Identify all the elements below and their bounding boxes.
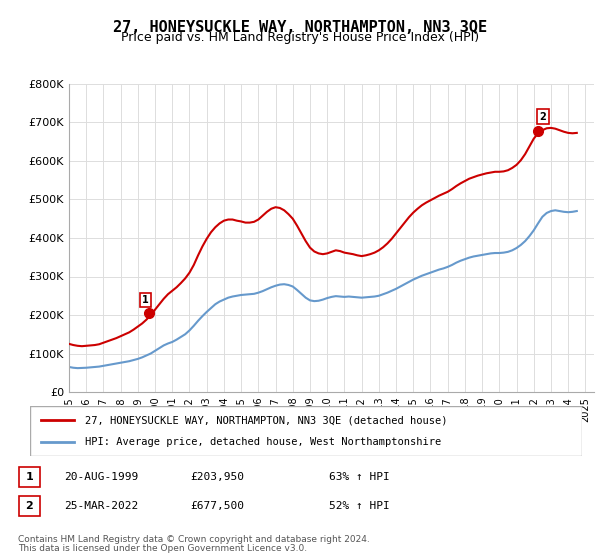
FancyBboxPatch shape [19,466,40,487]
Text: Contains HM Land Registry data © Crown copyright and database right 2024.: Contains HM Land Registry data © Crown c… [18,535,370,544]
Text: 63% ↑ HPI: 63% ↑ HPI [329,472,389,482]
Text: 27, HONEYSUCKLE WAY, NORTHAMPTON, NN3 3QE: 27, HONEYSUCKLE WAY, NORTHAMPTON, NN3 3Q… [113,20,487,35]
Text: 20-AUG-1999: 20-AUG-1999 [64,472,138,482]
Text: 25-MAR-2022: 25-MAR-2022 [64,501,138,511]
Text: 1: 1 [25,472,33,482]
Text: HPI: Average price, detached house, West Northamptonshire: HPI: Average price, detached house, West… [85,437,442,447]
Text: 1: 1 [142,295,149,305]
Text: 2: 2 [25,501,33,511]
FancyBboxPatch shape [19,496,40,516]
Text: 27, HONEYSUCKLE WAY, NORTHAMPTON, NN3 3QE (detached house): 27, HONEYSUCKLE WAY, NORTHAMPTON, NN3 3Q… [85,415,448,425]
FancyBboxPatch shape [30,406,582,456]
Text: £677,500: £677,500 [191,501,245,511]
Text: 52% ↑ HPI: 52% ↑ HPI [329,501,389,511]
Text: This data is licensed under the Open Government Licence v3.0.: This data is licensed under the Open Gov… [18,544,307,553]
Text: Price paid vs. HM Land Registry's House Price Index (HPI): Price paid vs. HM Land Registry's House … [121,31,479,44]
Text: £203,950: £203,950 [191,472,245,482]
Text: 2: 2 [539,111,546,122]
